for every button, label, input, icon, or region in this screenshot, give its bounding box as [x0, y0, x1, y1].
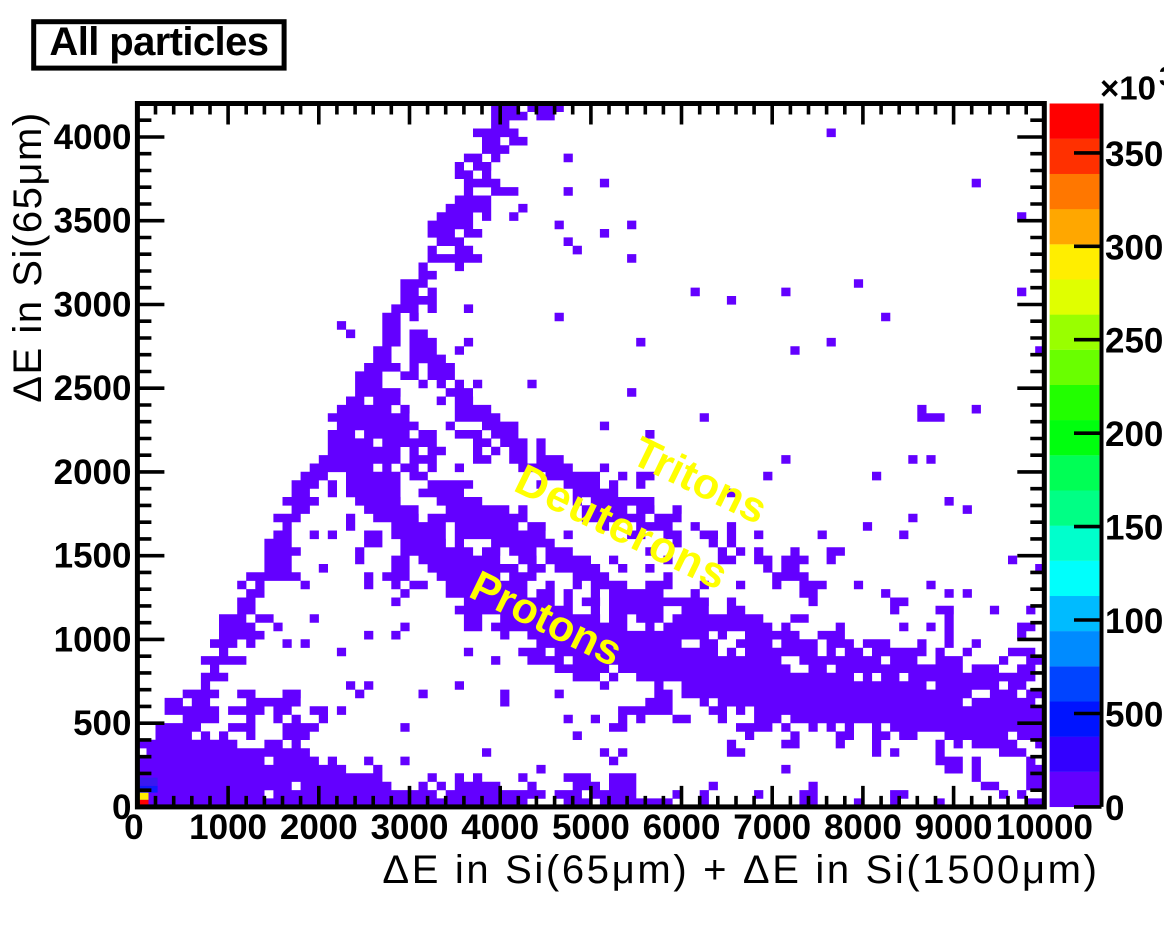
svg-text:1000: 1000: [54, 620, 132, 659]
svg-text:6000: 6000: [643, 808, 721, 847]
svg-text:All particles: All particles: [49, 20, 268, 64]
svg-text:3: 3: [1159, 62, 1164, 92]
svg-text:0: 0: [124, 808, 143, 847]
svg-text:8000: 8000: [824, 808, 902, 847]
svg-text:350: 350: [1105, 135, 1163, 174]
svg-text:4000: 4000: [461, 808, 539, 847]
svg-text:2500: 2500: [54, 369, 132, 408]
svg-text:100: 100: [1105, 602, 1163, 641]
svg-text:3000: 3000: [54, 286, 132, 325]
svg-text:1500: 1500: [54, 537, 132, 576]
svg-text:2000: 2000: [54, 453, 132, 492]
svg-text:1000: 1000: [189, 808, 267, 847]
svg-text:ΔE in Si(65μm): ΔE in Si(65μm): [6, 111, 50, 403]
svg-text:×10: ×10: [1100, 70, 1156, 107]
svg-text:2000: 2000: [280, 808, 358, 847]
svg-text:3500: 3500: [54, 202, 132, 241]
svg-text:150: 150: [1105, 509, 1163, 548]
svg-text:0: 0: [1105, 789, 1124, 828]
svg-text:250: 250: [1105, 322, 1163, 361]
svg-text:500: 500: [1105, 696, 1163, 735]
svg-text:9000: 9000: [915, 808, 993, 847]
svg-text:500: 500: [73, 704, 131, 743]
svg-text:10000: 10000: [996, 808, 1093, 847]
svg-text:7000: 7000: [733, 808, 811, 847]
svg-text:200: 200: [1105, 415, 1163, 454]
svg-text:5000: 5000: [552, 808, 630, 847]
svg-text:300: 300: [1105, 228, 1163, 267]
svg-text:ΔE in Si(65μm) + ΔE in Si(1500: ΔE in Si(65μm) + ΔE in Si(1500μm): [382, 848, 1099, 892]
svg-text:3000: 3000: [371, 808, 449, 847]
svg-text:4000: 4000: [54, 118, 132, 157]
svg-text:0: 0: [112, 788, 131, 827]
